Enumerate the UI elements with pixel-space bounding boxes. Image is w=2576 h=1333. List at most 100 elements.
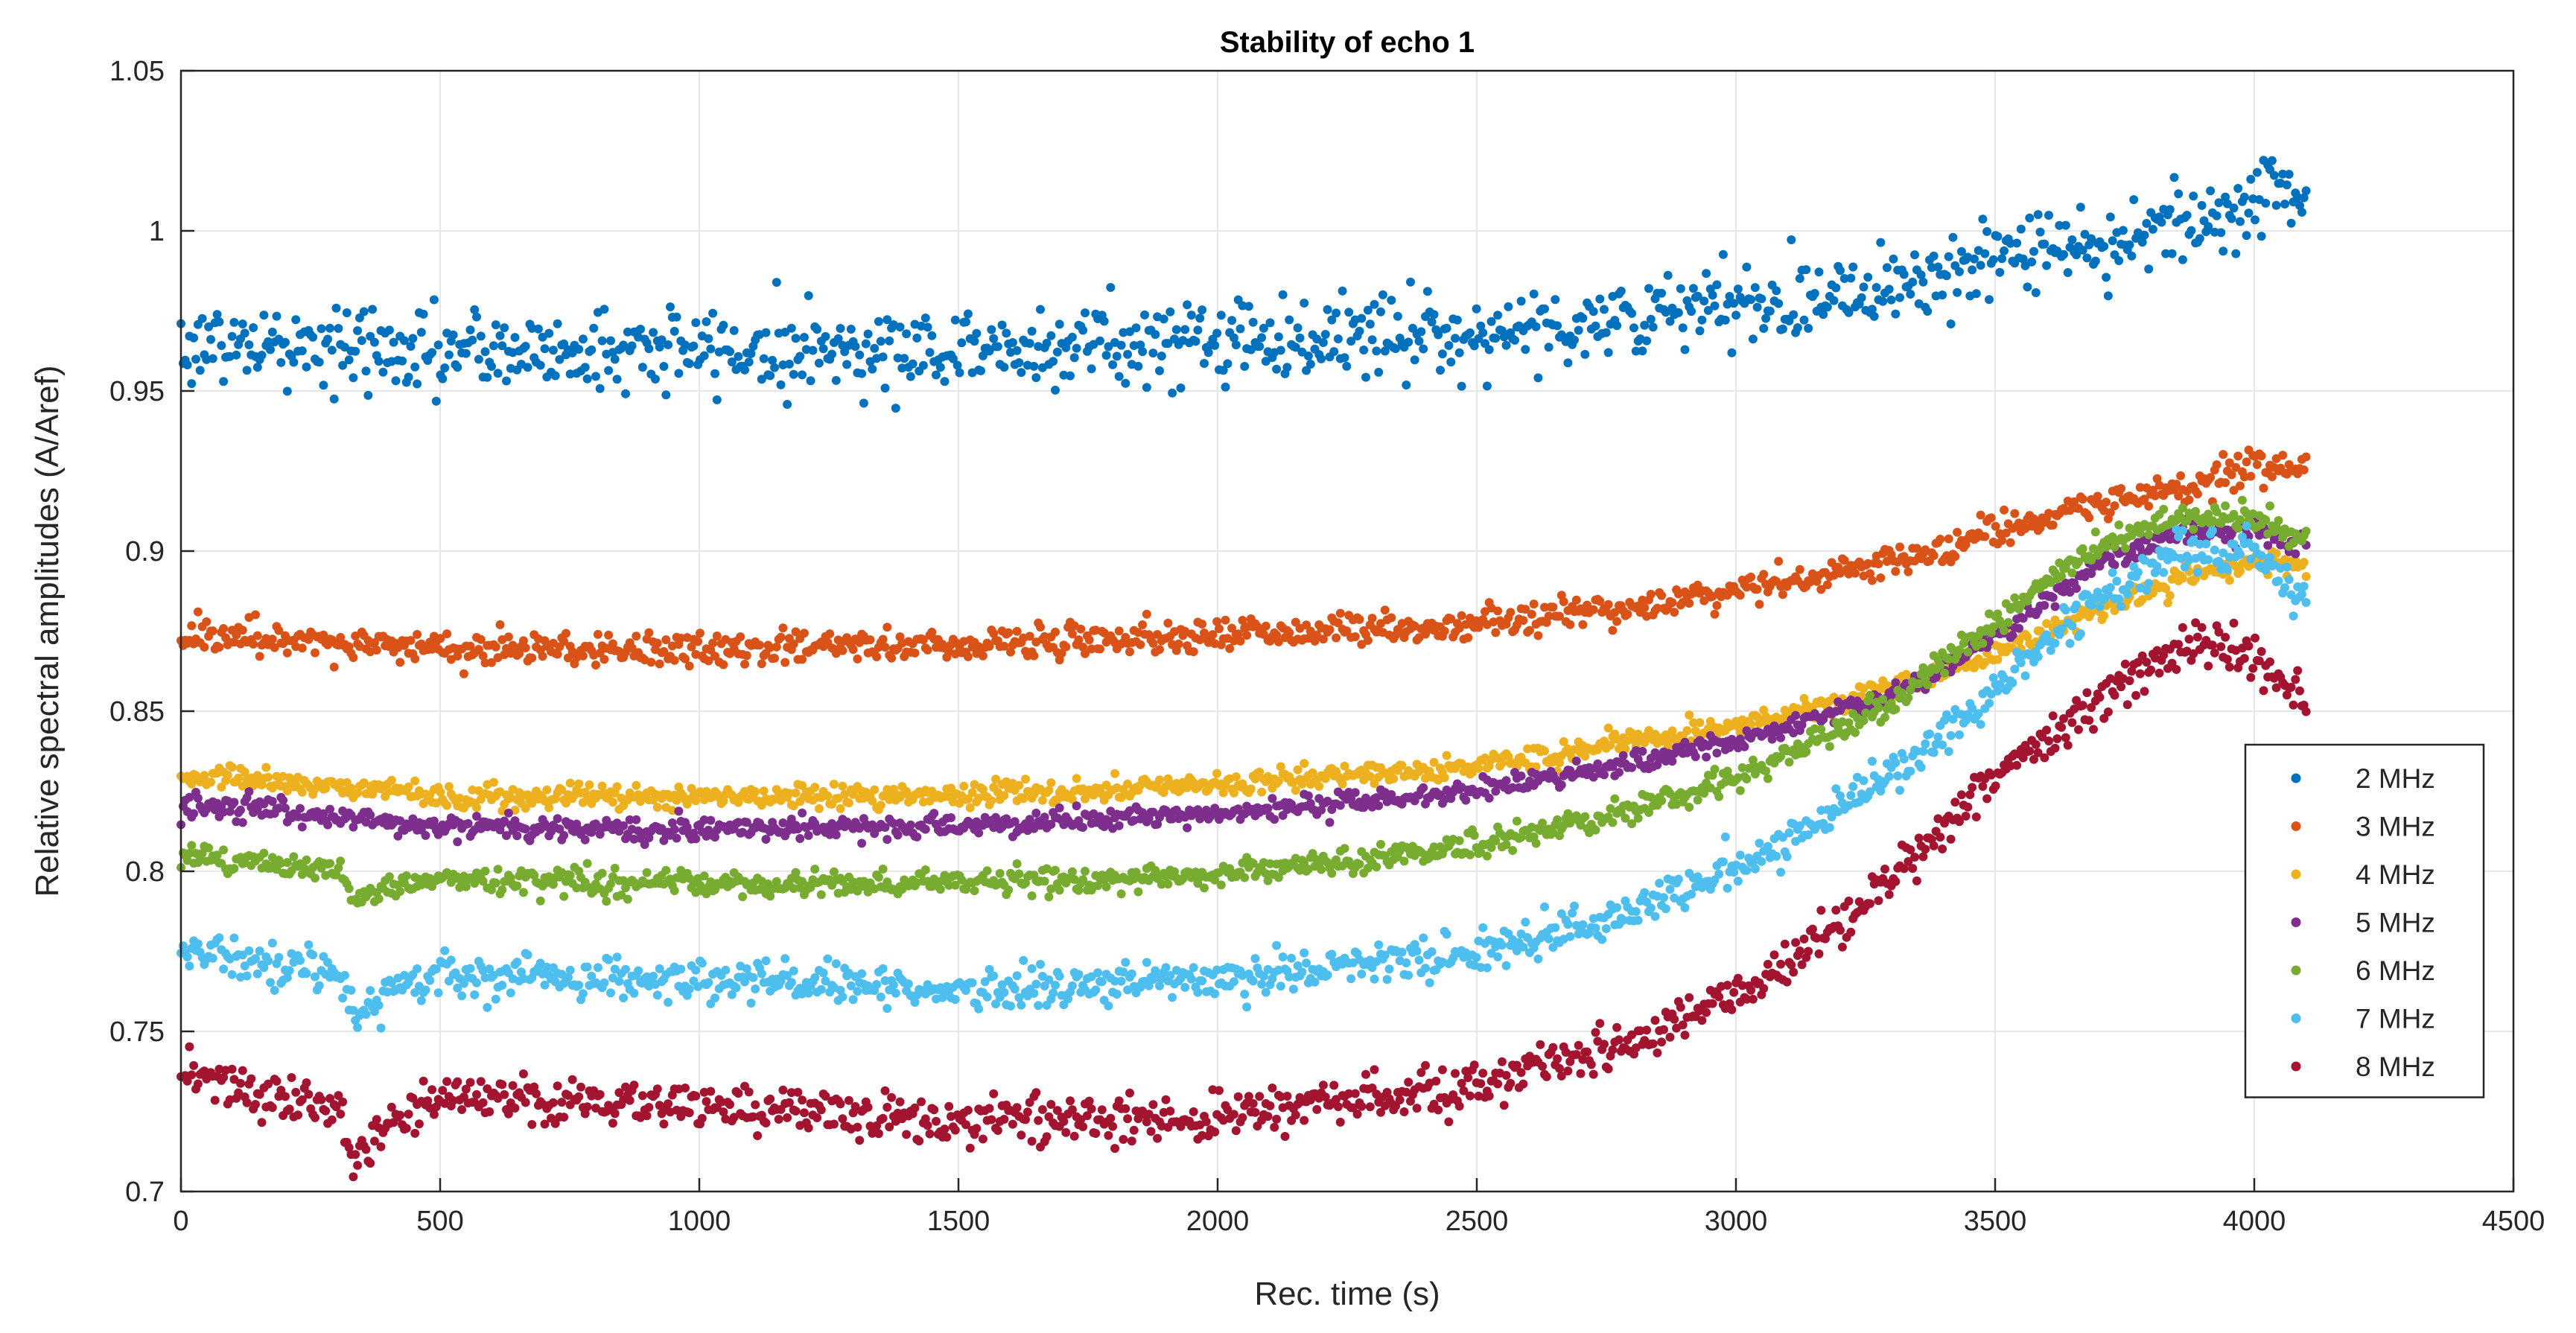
data-point	[1380, 346, 1390, 356]
data-point	[1242, 631, 1252, 640]
data-point	[799, 629, 809, 638]
data-point	[302, 362, 311, 372]
data-point	[1735, 591, 1745, 600]
data-point	[1997, 254, 2007, 264]
data-point	[1014, 358, 1024, 367]
data-point	[1317, 865, 1326, 874]
data-point	[334, 324, 343, 333]
data-point	[1789, 310, 1799, 319]
data-point	[493, 369, 503, 378]
data-point	[1227, 623, 1237, 633]
data-point	[1072, 774, 1081, 783]
data-point	[540, 344, 550, 354]
data-point	[1416, 327, 1426, 337]
data-point	[1559, 737, 1568, 746]
data-point	[1327, 315, 1337, 325]
data-point	[202, 617, 212, 626]
data-point	[976, 366, 985, 375]
data-point	[1446, 614, 1456, 624]
data-point	[1795, 274, 1804, 283]
data-point	[1556, 780, 1566, 789]
data-point	[2267, 472, 2277, 482]
data-point	[2048, 521, 2058, 529]
data-point	[1061, 642, 1071, 652]
data-point	[468, 335, 477, 345]
data-point	[357, 336, 366, 346]
data-point	[742, 651, 751, 661]
data-point	[502, 376, 511, 386]
data-point	[527, 798, 537, 808]
data-point	[1484, 345, 1494, 354]
data-point	[291, 315, 301, 325]
data-point	[1980, 249, 1990, 258]
data-point	[593, 629, 602, 639]
data-point	[2023, 282, 2032, 292]
data-point	[2233, 184, 2243, 193]
data-point	[2161, 249, 2171, 258]
data-point	[1404, 337, 1413, 347]
data-point	[1374, 367, 1384, 377]
data-point	[704, 656, 713, 666]
data-point	[1463, 633, 1473, 643]
data-point	[1300, 299, 1309, 308]
data-point	[1563, 358, 1573, 368]
data-point	[2242, 457, 2251, 467]
data-point	[1397, 760, 1407, 770]
data-point	[1831, 283, 1841, 293]
data-point	[806, 376, 815, 386]
data-point	[2242, 231, 2251, 241]
data-point	[670, 326, 679, 336]
data-point	[1095, 644, 1104, 654]
data-point	[691, 834, 701, 844]
data-point	[870, 785, 880, 795]
data-point	[829, 780, 839, 789]
data-point	[608, 639, 617, 649]
data-point	[319, 381, 328, 390]
data-point	[987, 796, 996, 806]
data-point	[368, 305, 378, 314]
data-point	[1151, 330, 1160, 340]
data-point	[1742, 262, 1752, 272]
data-point	[882, 315, 892, 325]
data-point	[1516, 772, 1526, 780]
data-point	[784, 789, 794, 798]
data-point	[1956, 246, 1966, 256]
data-point	[553, 814, 562, 824]
data-point	[2252, 459, 2262, 469]
data-point	[1399, 856, 1409, 866]
data-point	[1148, 349, 1158, 358]
data-point	[627, 341, 637, 351]
data-point	[2216, 228, 2226, 238]
data-point	[1051, 627, 1060, 637]
data-point	[219, 624, 229, 633]
data-point	[1004, 885, 1014, 895]
data-point	[1037, 795, 1047, 805]
data-point	[882, 835, 892, 844]
data-point	[1846, 273, 1856, 283]
data-point	[217, 341, 226, 350]
data-point	[791, 334, 801, 343]
data-point	[244, 340, 254, 349]
data-point	[1006, 647, 1015, 657]
data-point	[229, 317, 239, 327]
data-point	[632, 631, 641, 641]
data-point	[1454, 348, 1464, 357]
data-point	[632, 815, 641, 824]
data-point	[550, 371, 560, 381]
data-point	[214, 643, 224, 652]
data-point	[1880, 713, 1889, 722]
data-point	[1387, 296, 1396, 305]
data-point	[427, 644, 437, 654]
data-point	[1857, 293, 1866, 302]
data-point	[1665, 316, 1675, 326]
data-point	[500, 816, 509, 826]
data-point	[789, 369, 798, 379]
data-point	[2031, 288, 2041, 297]
data-point	[2257, 232, 2266, 241]
data-point	[404, 372, 413, 382]
data-point	[1419, 344, 1428, 354]
data-point	[2029, 246, 2038, 256]
data-point	[293, 812, 303, 821]
data-point	[1904, 693, 1913, 702]
data-point	[1140, 310, 1149, 319]
